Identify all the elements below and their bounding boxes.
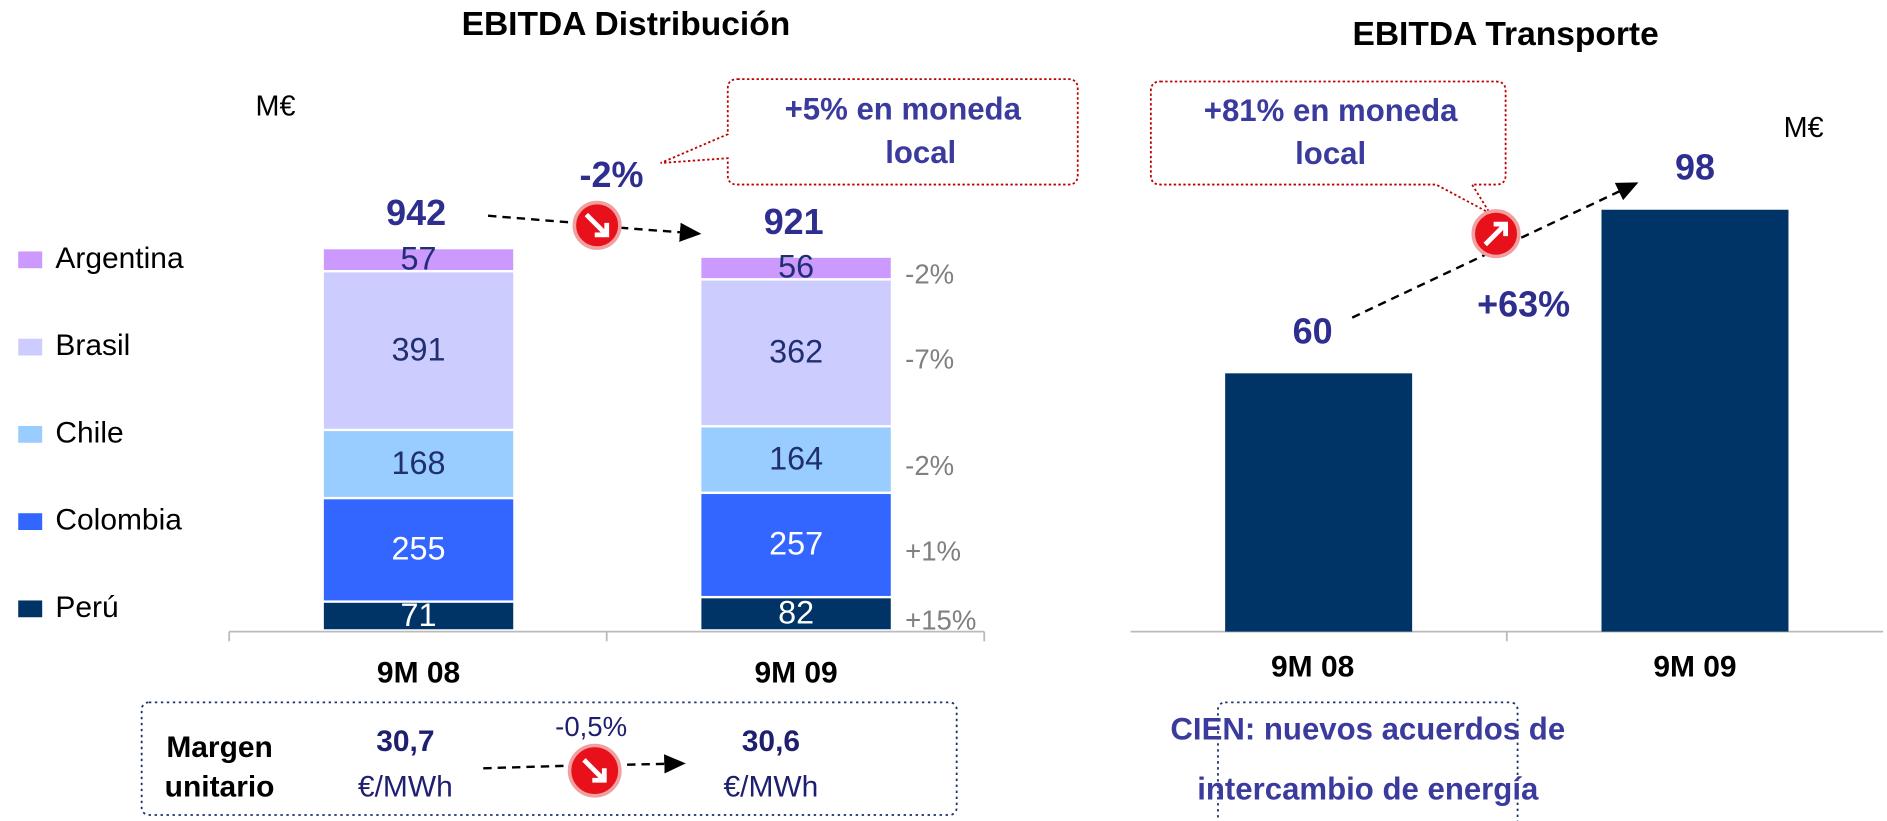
margin-change: -0,5% xyxy=(555,711,627,742)
footer-box xyxy=(1217,701,1519,821)
legend-label: Argentina xyxy=(55,242,184,275)
unit-label: M€ xyxy=(1784,112,1824,144)
data-label: 56 xyxy=(778,249,814,285)
x-tick-label: 9M 09 xyxy=(754,657,837,690)
change-label: -2% xyxy=(905,259,954,290)
data-label: 255 xyxy=(392,531,446,567)
total-label: 942 xyxy=(386,192,446,233)
data-label: 164 xyxy=(769,440,823,476)
x-tick-label: 9M 08 xyxy=(377,657,460,690)
unit-label: M€ xyxy=(256,90,296,122)
callout-text: +81% en moneda xyxy=(1204,93,1458,128)
change-label: +1% xyxy=(905,536,961,567)
arrow xyxy=(487,214,577,225)
total-label: 921 xyxy=(764,201,824,242)
down-icon xyxy=(567,743,622,798)
arrow xyxy=(627,754,686,774)
margin-value: 30,7 xyxy=(376,725,434,758)
bar-segment xyxy=(323,249,514,271)
bar-segment xyxy=(323,499,514,601)
callout-box xyxy=(1149,80,1507,216)
chart-title: EBITDA Transporte xyxy=(1352,16,1658,53)
arrow xyxy=(619,222,702,242)
bar xyxy=(1601,209,1789,632)
legend-label: Perú xyxy=(55,591,118,624)
data-label: 168 xyxy=(392,445,446,481)
bar-segment xyxy=(701,257,891,279)
callout-text: local xyxy=(1295,136,1366,171)
callout-text: +5% en moneda xyxy=(785,92,1022,127)
margin-unit: €/MWh xyxy=(723,771,818,804)
arrow xyxy=(483,764,564,770)
legend-label: Colombia xyxy=(55,504,182,537)
x-axis xyxy=(1130,630,1884,642)
margin-unit: €/MWh xyxy=(358,771,453,804)
change-label: -7% xyxy=(905,343,954,374)
footer-text: intercambio de energía xyxy=(1197,771,1539,806)
chart-title: EBITDA Distribución xyxy=(462,6,791,43)
up-icon xyxy=(1471,209,1521,259)
bar xyxy=(1225,373,1413,632)
change-label: -2% xyxy=(905,450,954,481)
bar-segment xyxy=(701,494,891,596)
bar-segment xyxy=(323,602,514,630)
data-label: 60 xyxy=(1293,310,1333,351)
down-icon xyxy=(572,200,622,250)
change-label: +15% xyxy=(905,604,976,635)
callout-box xyxy=(660,78,1079,186)
data-label: 362 xyxy=(769,334,823,370)
legend-swatch xyxy=(18,338,43,356)
data-label: 82 xyxy=(778,595,814,631)
bar-segment xyxy=(701,280,891,426)
change-label: +63% xyxy=(1477,283,1570,324)
x-axis xyxy=(228,630,986,642)
legend-swatch xyxy=(18,251,43,269)
bar-segment xyxy=(323,272,514,429)
margin-value: 30,6 xyxy=(742,725,800,758)
data-label: 71 xyxy=(401,597,437,633)
bar-segment xyxy=(701,598,891,630)
legend-label: Chile xyxy=(55,416,123,449)
data-label: 391 xyxy=(392,331,446,367)
legend-swatch xyxy=(18,513,43,530)
x-tick-label: 9M 08 xyxy=(1271,651,1354,684)
legend-label: Brasil xyxy=(55,329,130,362)
legend-swatch xyxy=(18,600,43,618)
footer-label: Margen xyxy=(166,731,273,764)
legend-swatch xyxy=(18,425,43,443)
footer-label: unitario xyxy=(165,771,275,804)
arrow xyxy=(1351,182,1639,319)
data-label: 98 xyxy=(1675,147,1715,188)
data-label: 257 xyxy=(769,526,823,562)
footer-text: CIEN: nuevos acuerdos de xyxy=(1170,711,1565,746)
data-label: 57 xyxy=(401,240,437,276)
bar-segment xyxy=(701,427,891,492)
bar-segment xyxy=(323,431,514,497)
change-label: -2% xyxy=(580,154,644,195)
callout-text: local xyxy=(885,135,956,170)
x-tick-label: 9M 09 xyxy=(1653,651,1736,684)
